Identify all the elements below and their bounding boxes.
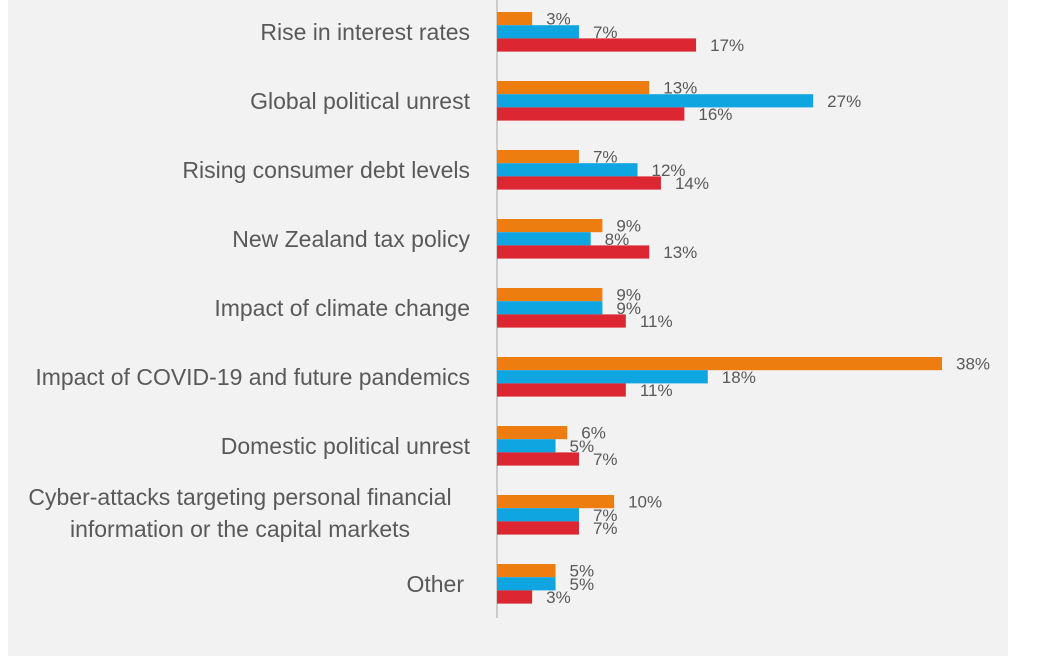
data-label-series-3: 7% — [593, 450, 618, 469]
category-label: Rising consumer debt levels — [182, 157, 470, 183]
bar-series-3 — [497, 383, 626, 397]
bar-series-1 — [497, 12, 533, 26]
data-label-series-1: 10% — [628, 493, 662, 512]
bar-series-3 — [497, 452, 579, 466]
category-label: Cyber-attacks targeting personal financi… — [28, 484, 451, 542]
category-label: Domestic political unrest — [221, 433, 471, 459]
category-label: Impact of COVID-19 and future pandemics — [35, 364, 470, 390]
bar-series-3 — [497, 245, 650, 259]
chart-panel: Rise in interest rates Global political u… — [8, 0, 1008, 656]
category-label-line: New Zealand tax policy — [232, 226, 470, 252]
bar-series-1 — [497, 288, 603, 302]
data-label-series-1: 38% — [956, 355, 990, 374]
data-label-series-1: 7% — [593, 148, 618, 167]
bar-series-3 — [497, 107, 685, 121]
category-label: Impact of climate change — [214, 295, 470, 321]
bar-series-1 — [497, 564, 556, 578]
data-label-series-2: 7% — [593, 506, 618, 525]
category-label-line: Cyber-attacks targeting personal financi… — [28, 484, 451, 510]
category-label: Other — [406, 571, 464, 597]
category-labels: Rise in interest rates Global political u… — [28, 19, 470, 597]
bar-series-3 — [497, 590, 533, 604]
bar-series-2 — [497, 163, 638, 177]
bar-series-1 — [497, 426, 568, 440]
data-label-series-1: 9% — [616, 286, 641, 305]
data-label-series-2: 8% — [605, 230, 630, 249]
bar-series-1 — [497, 357, 942, 371]
bar-series-2 — [497, 232, 591, 246]
bar-series-2 — [497, 370, 708, 384]
bar-series-3 — [497, 314, 626, 328]
bar-series-1 — [497, 219, 603, 233]
data-label-series-2: 18% — [722, 368, 756, 387]
bar-series-3 — [497, 38, 697, 52]
bar-series-2 — [497, 301, 603, 315]
data-label-series-3: 16% — [698, 105, 732, 124]
bars — [497, 12, 942, 604]
category-label-line: Impact of climate change — [214, 295, 470, 321]
bar-series-1 — [497, 495, 615, 509]
data-label-series-2: 5% — [570, 575, 595, 594]
data-label-series-2: 27% — [827, 92, 861, 111]
category-label: New Zealand tax policy — [232, 226, 470, 252]
bar-series-3 — [497, 521, 579, 535]
bar-series-2 — [497, 94, 814, 108]
bar-series-2 — [497, 439, 556, 453]
data-label-series-3: 13% — [663, 243, 697, 262]
bar-series-1 — [497, 150, 579, 164]
data-label-series-1: 13% — [663, 79, 697, 98]
data-label-series-3: 17% — [710, 36, 744, 55]
value-labels: 3%7%17%13%27%16%7%12%14%9%8%13%9%9%11%38… — [546, 10, 990, 607]
data-label-series-1: 6% — [581, 424, 606, 443]
category-label-line: Other — [406, 571, 464, 597]
data-label-series-3: 11% — [640, 381, 673, 400]
category-label-line: Rise in interest rates — [260, 19, 470, 45]
category-label-line: Global political unrest — [250, 88, 471, 114]
bar-chart: Rise in interest rates Global political u… — [28, 0, 990, 618]
data-label-series-2: 12% — [652, 161, 686, 180]
bar-series-2 — [497, 577, 556, 591]
bar-series-1 — [497, 81, 650, 95]
data-label-series-2: 5% — [570, 437, 595, 456]
category-label-line: Domestic political unrest — [221, 433, 471, 459]
data-label-series-1: 9% — [616, 217, 641, 236]
data-label-series-2: 9% — [616, 299, 641, 318]
data-label-series-3: 11% — [640, 312, 673, 331]
category-label: Global political unrest — [250, 88, 471, 114]
data-label-series-1: 5% — [570, 562, 595, 581]
category-label-line: information or the capital markets — [70, 516, 410, 542]
data-label-series-1: 3% — [546, 10, 571, 29]
bar-series-2 — [497, 508, 579, 522]
data-label-series-3: 14% — [675, 174, 709, 193]
category-label-line: Impact of COVID-19 and future pandemics — [35, 364, 470, 390]
bar-series-2 — [497, 25, 579, 39]
category-label: Rise in interest rates — [260, 19, 470, 45]
data-label-series-2: 7% — [593, 23, 618, 42]
category-label-line: Rising consumer debt levels — [182, 157, 470, 183]
data-label-series-3: 7% — [593, 519, 618, 538]
bar-series-3 — [497, 176, 661, 190]
data-label-series-3: 3% — [546, 588, 571, 607]
